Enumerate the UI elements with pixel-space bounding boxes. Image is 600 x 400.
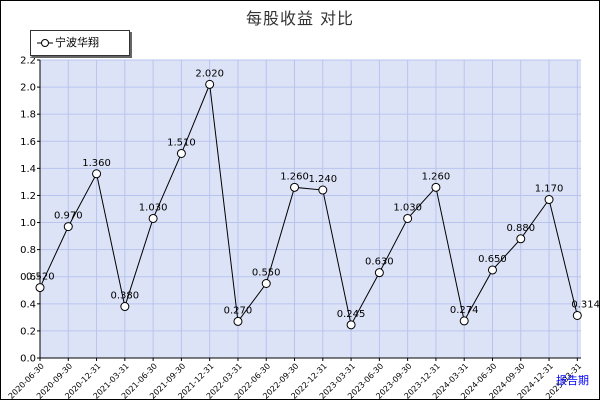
legend-marker-icon bbox=[37, 39, 53, 47]
x-tick-labels: 2020-06-302020-09-302020-12-312021-03-31… bbox=[7, 358, 583, 400]
axes bbox=[37, 59, 581, 359]
series-line bbox=[39, 82, 578, 327]
series-group: 0.520 0.970 1.360 0.380 1.030 1.510 2.020 0.270… bbox=[26, 68, 600, 330]
data-label: 0.380 bbox=[111, 291, 140, 302]
data-point bbox=[487, 265, 497, 275]
y-tick-label: 1.4 bbox=[20, 164, 36, 175]
y-tick-label: 1.2 bbox=[20, 191, 36, 202]
data-point bbox=[148, 213, 158, 223]
data-label: 1.030 bbox=[393, 202, 422, 213]
y-tick-label: 1.6 bbox=[20, 137, 36, 148]
y-tick-label: 0.8 bbox=[20, 245, 36, 256]
y-tick-label: 2.2 bbox=[20, 56, 36, 67]
y-tick-label: 0.2 bbox=[20, 326, 36, 337]
y-tick-label: 2.0 bbox=[20, 83, 36, 94]
data-point bbox=[120, 302, 130, 312]
y-tick-label: 1.0 bbox=[20, 218, 36, 229]
data-point bbox=[431, 182, 441, 192]
data-point bbox=[92, 169, 102, 179]
data-label: 1.260 bbox=[280, 171, 309, 182]
data-point bbox=[544, 195, 554, 205]
grid-lines bbox=[39, 59, 581, 359]
legend: 宁波华翔 bbox=[30, 30, 130, 56]
data-label: 0.314 bbox=[571, 299, 600, 310]
data-label: 1.510 bbox=[167, 137, 196, 148]
data-point bbox=[346, 320, 356, 330]
data-label: 0.880 bbox=[506, 223, 535, 234]
data-point bbox=[35, 283, 45, 293]
y-tick-label: 0.6 bbox=[20, 272, 36, 283]
data-label: 1.030 bbox=[139, 202, 168, 213]
data-point bbox=[516, 234, 526, 244]
data-point bbox=[176, 148, 186, 158]
data-label: 0.274 bbox=[450, 305, 479, 316]
data-label: 0.970 bbox=[54, 211, 83, 222]
data-label: 0.630 bbox=[365, 257, 394, 268]
data-label: 1.260 bbox=[422, 171, 451, 182]
data-point bbox=[63, 222, 73, 232]
data-point bbox=[290, 182, 300, 192]
y-tick-label: 0.0 bbox=[20, 354, 36, 365]
y-tick-label: 0.4 bbox=[20, 299, 36, 310]
data-label: 0.270 bbox=[224, 305, 253, 316]
data-label: 2.020 bbox=[195, 68, 224, 79]
data-label: 0.245 bbox=[337, 309, 366, 320]
y-tick-labels: 0.0 0.2 0.4 0.6 0.8 1.0 1.2 1.4 1.6 1.8 2.0 2.2 bbox=[20, 56, 36, 365]
data-point bbox=[318, 185, 328, 195]
data-point bbox=[403, 213, 413, 223]
plot-area bbox=[40, 60, 581, 358]
x-axis-label: 报告期 bbox=[556, 374, 589, 387]
data-label: 1.360 bbox=[82, 158, 111, 169]
data-label: 0.520 bbox=[26, 272, 55, 283]
data-point bbox=[205, 79, 215, 89]
data-point bbox=[459, 316, 469, 326]
y-tick-label: 1.8 bbox=[20, 110, 36, 121]
data-point bbox=[572, 310, 582, 320]
data-label: 1.240 bbox=[308, 174, 337, 185]
data-label: 0.550 bbox=[252, 268, 281, 279]
data-point bbox=[374, 268, 384, 278]
chart-title: 每股收益 对比 bbox=[245, 9, 355, 28]
data-point bbox=[261, 279, 271, 288]
data-label: 0.650 bbox=[478, 254, 507, 265]
data-label: 1.170 bbox=[535, 184, 564, 195]
legend-label: 宁波华翔 bbox=[55, 36, 99, 49]
data-point bbox=[233, 316, 243, 326]
